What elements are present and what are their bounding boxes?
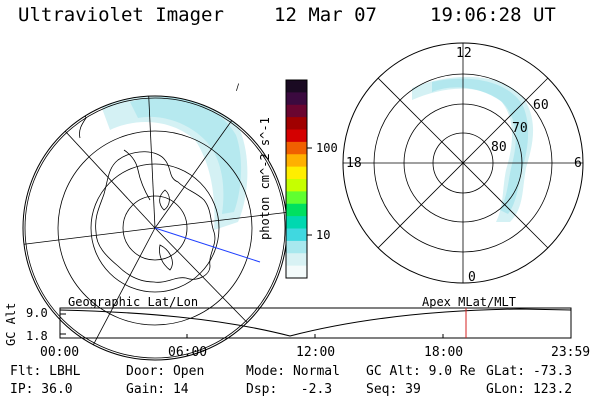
observation-time: 19:06:28 UT <box>430 4 556 26</box>
timeline-tick-2359: 23:59 <box>551 345 591 360</box>
colorbar-tick-10: 10 <box>316 228 331 242</box>
timeline-tick-1200: 12:00 <box>296 345 336 360</box>
timeline-tick-1800: 18:00 <box>424 345 464 360</box>
coast-marker: ∕ <box>236 83 240 93</box>
instrument-title: Ultraviolet Imager <box>18 4 224 26</box>
colorbar-unit-label: photon cm^-2 s^-1 <box>258 117 272 240</box>
colorbar-segment <box>286 228 307 242</box>
mlat-label-60: 60 <box>533 98 549 113</box>
colorbar-segment <box>286 80 307 93</box>
magnetic-map <box>342 42 584 284</box>
colorbar-segment <box>286 141 307 155</box>
colorbar-tick-100: 100 <box>316 141 338 155</box>
timeline-y-top: 9.0 <box>26 306 48 320</box>
colorbar-segment <box>286 92 307 106</box>
timeline-axis-label: GC Alt <box>4 302 18 346</box>
sun-direction-line <box>154 227 261 263</box>
info-ip: IP: 36.0 <box>10 382 73 397</box>
colorbar-segment <box>286 203 307 217</box>
altitude-timeline <box>59 307 572 339</box>
info-gain: Gain: 14 <box>126 382 189 397</box>
colorbar-segment <box>286 240 307 254</box>
aurora-oval-left-core <box>130 97 242 214</box>
observation-date: 12 Mar 07 <box>274 4 377 26</box>
mlat-label-70: 70 <box>512 121 528 136</box>
aurora-oval-right <box>412 76 534 222</box>
mlt-label-18: 18 <box>346 156 362 171</box>
info-dsp: Dsp: -2.3 <box>246 382 333 397</box>
mlt-label-12: 12 <box>456 46 472 61</box>
mlt-label-6: 6 <box>574 156 582 171</box>
colorbar-segment <box>286 191 307 205</box>
coastline-south-america <box>79 96 95 139</box>
colorbar-segment <box>286 179 307 192</box>
info-glon: GLon: 123.2 <box>486 382 573 397</box>
info-gc-alt: GC Alt: 9.0 Re <box>366 364 476 379</box>
timeline-tick-0600: 06:00 <box>168 345 208 360</box>
info-mode: Mode: Normal <box>246 364 340 379</box>
mlt-label-0: 0 <box>468 270 476 285</box>
timeline-tick-0000: 00:00 <box>40 345 80 360</box>
colorbar-segment <box>286 253 307 267</box>
mlat-label-80: 80 <box>491 140 507 155</box>
apex-title: Apex MLat/MLT <box>422 295 516 309</box>
colorbar-segment <box>286 117 307 131</box>
colorbar-segment <box>286 129 307 143</box>
antarctica-coastline <box>95 151 216 283</box>
colorbar-segment <box>286 154 307 168</box>
geographic-map <box>23 96 287 360</box>
colorbar-segment <box>286 166 307 180</box>
colorbar-segment <box>286 265 307 279</box>
info-filter: Flt: LBHL <box>10 364 81 379</box>
colorbar-segment <box>286 104 307 118</box>
info-glat: GLat: -73.3 <box>486 364 573 379</box>
colorbar-unit-text: photon cm^-2 s^-1 <box>258 117 272 240</box>
coastline-peninsula <box>123 149 151 201</box>
coastline-australia <box>23 149 31 211</box>
info-seq: Seq: 39 <box>366 382 421 397</box>
color-scale <box>286 80 307 279</box>
timeline-y-bottom: 1.8 <box>26 329 48 343</box>
geographic-title: Geographic Lat/Lon <box>68 295 199 309</box>
info-door: Door: Open <box>126 364 205 379</box>
altitude-curve <box>59 308 572 337</box>
colorbar-segment <box>286 216 307 230</box>
